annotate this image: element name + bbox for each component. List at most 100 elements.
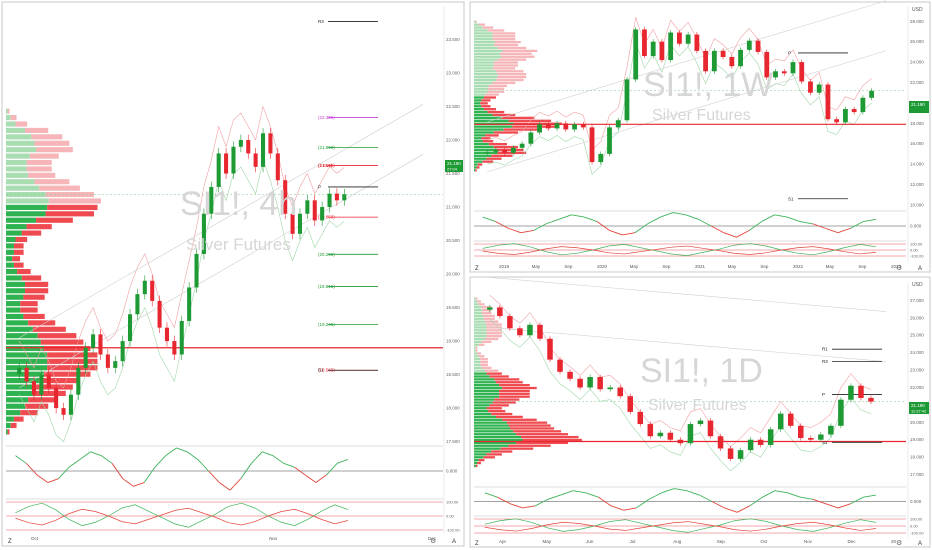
vp-bar-down	[480, 102, 488, 105]
candle-body	[283, 180, 288, 214]
p1-tv-logo-icon[interactable]: Z	[8, 539, 12, 545]
vp-bar-down	[47, 204, 98, 210]
candle-body	[834, 119, 840, 123]
osc-line-segment	[610, 505, 624, 511]
vp-bar-up	[474, 435, 522, 439]
p3-tv-logo-icon[interactable]: Z	[475, 541, 479, 547]
vp-bar-down	[477, 300, 481, 303]
vp-bar-down	[495, 40, 521, 44]
vp-bar-down	[492, 32, 516, 35]
p1-gear-icon[interactable]: ⚙	[430, 537, 436, 545]
vp-bar-up	[474, 99, 482, 102]
vp-bar-down	[47, 358, 98, 364]
candle-body	[305, 200, 310, 214]
osc-line-segment	[154, 455, 166, 468]
vp-bar-down	[45, 211, 94, 217]
vp-bar-up	[474, 61, 494, 64]
osc2-tick-label: 0.00	[910, 248, 919, 253]
vp-bar-down	[39, 378, 80, 384]
candle-body	[757, 439, 764, 445]
vp-bar-down	[485, 134, 499, 137]
vp-bar-up	[6, 140, 35, 146]
vp-bar-up	[6, 378, 40, 384]
candle-body	[487, 307, 493, 310]
p3-gear-icon[interactable]: ⚙	[896, 539, 902, 547]
vp-bar-up	[6, 192, 46, 198]
pivot-level-label: S1	[788, 196, 794, 201]
vp-bar-up	[474, 297, 476, 300]
vp-bar-up	[474, 160, 483, 163]
p3-time-axis: Apr May Jun Jul Aug Sep Oct Nov Dec 20	[499, 539, 897, 544]
p2-auto-scale-button[interactable]: A	[918, 266, 922, 272]
vp-bar-up	[6, 301, 21, 307]
vp-bar-down	[26, 166, 52, 172]
vp-bar-down	[492, 38, 516, 41]
osc-line-segment	[326, 463, 338, 476]
vp-bar-down	[34, 179, 70, 185]
osc-line-segment	[122, 478, 134, 487]
osc-line-segment	[660, 212, 674, 218]
candle-body	[787, 413, 794, 426]
vp-bar-up	[474, 75, 498, 79]
candle-body	[201, 213, 206, 254]
vp-bar-up	[474, 464, 476, 468]
osc2-tick-label: 0.00	[446, 514, 455, 519]
candle-body	[747, 439, 754, 451]
vp-bar-down	[486, 329, 502, 332]
osc-line-segment	[674, 488, 687, 492]
vp-bar-down	[480, 363, 488, 367]
x-tick-label: May	[543, 539, 552, 544]
vp-bar-up	[6, 333, 38, 339]
p3-auto-scale-button[interactable]: A	[918, 541, 922, 547]
osc2-line-b	[15, 507, 349, 526]
vp-bar-up	[474, 137, 482, 140]
vp-bar-down	[20, 301, 38, 307]
candle-body	[781, 71, 787, 74]
osc-line-segment	[799, 221, 813, 225]
y-tick-label: 18.000	[910, 455, 924, 460]
osc-line-segment	[47, 478, 59, 483]
p1-auto-scale-button[interactable]: A	[452, 539, 456, 545]
osc-line-segment	[710, 225, 725, 234]
vp-bar-down	[36, 147, 73, 153]
pivot-level-label: (20.295)	[318, 252, 335, 257]
p3-pivot-levels: R1 R3 P S1	[822, 347, 882, 445]
p2-gear-icon[interactable]: ⚙	[896, 264, 902, 272]
vp-bar-up	[6, 185, 40, 191]
osc-line-segment	[748, 221, 763, 231]
y-tick-label: 21.500	[446, 171, 460, 176]
vp-bar-down	[44, 371, 91, 377]
vp-bar-up	[474, 389, 500, 393]
candle-body	[624, 79, 630, 121]
osc-line-segment	[711, 501, 725, 509]
candle-body	[83, 347, 88, 368]
y-tick-label: 19.500	[446, 305, 460, 310]
candle-body	[31, 381, 37, 395]
candle-body	[746, 40, 752, 50]
osc2-tick-label: -100.00	[910, 531, 924, 536]
x-tick-label: Dec	[847, 539, 856, 544]
vp-bar-up	[474, 427, 511, 430]
p2-pivot-levels: P S1	[788, 50, 848, 201]
osc-line-segment	[699, 494, 713, 502]
vp-bar-down	[482, 160, 494, 163]
p2-tv-logo-icon[interactable]: Z	[475, 266, 479, 272]
vp-bar-down	[478, 343, 485, 346]
candle-body	[187, 287, 192, 321]
vp-bar-up	[474, 55, 502, 58]
candle-body	[127, 314, 133, 342]
vp-bar-down	[28, 320, 56, 326]
candle-body	[224, 153, 229, 174]
osc-line-segment	[482, 216, 496, 222]
vp-bar-down	[508, 424, 551, 427]
osc-line-segment	[197, 459, 209, 472]
vp-bar-down	[478, 303, 485, 306]
vp-bar-up	[474, 395, 500, 398]
osc2-line-a	[15, 502, 349, 528]
osc-line-segment	[547, 494, 561, 500]
candle-body	[637, 411, 644, 425]
vp-bar-down	[501, 55, 535, 58]
osc-line-segment	[315, 474, 327, 483]
osc-line-segment	[101, 455, 113, 464]
y-tick-label: 19.000	[446, 339, 460, 344]
